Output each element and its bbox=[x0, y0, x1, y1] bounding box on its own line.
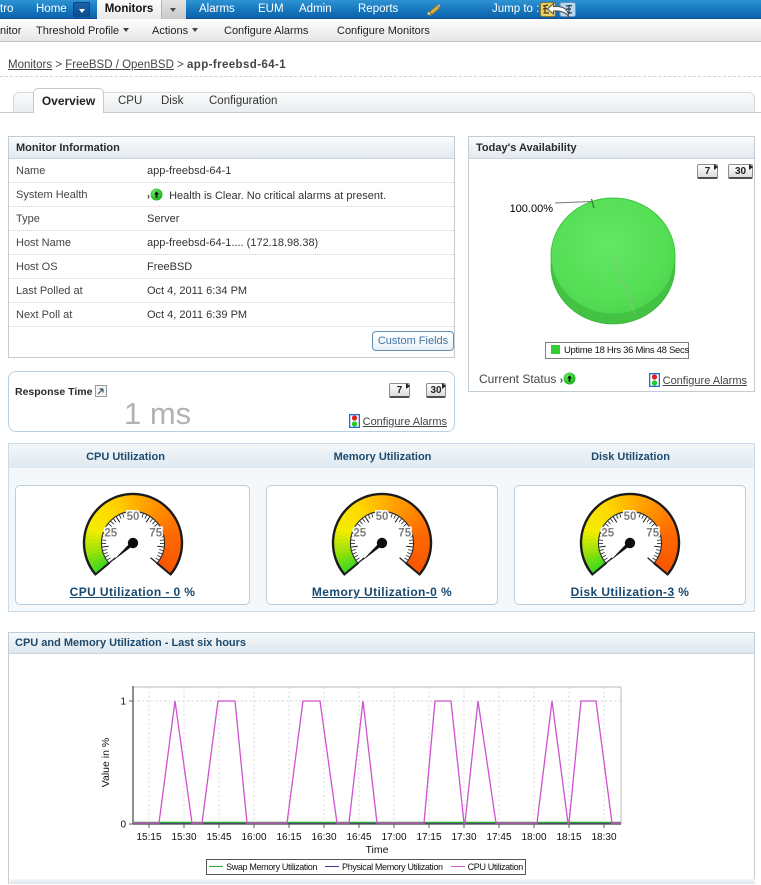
svg-text:17:45: 17:45 bbox=[486, 832, 511, 843]
svg-text:50: 50 bbox=[126, 511, 139, 523]
svg-text:50: 50 bbox=[624, 511, 637, 523]
svg-text:17:00: 17:00 bbox=[381, 832, 406, 843]
svg-text:25: 25 bbox=[353, 528, 366, 540]
svg-text:17:15: 17:15 bbox=[416, 832, 441, 843]
svg-text:25: 25 bbox=[601, 528, 614, 540]
svg-text:15:30: 15:30 bbox=[171, 832, 196, 843]
svg-text:25: 25 bbox=[104, 528, 117, 540]
svg-text:16:15: 16:15 bbox=[276, 832, 301, 843]
svg-text:Value in %: Value in % bbox=[100, 738, 112, 787]
svg-text:18:00: 18:00 bbox=[521, 832, 546, 843]
svg-text:100.00%: 100.00% bbox=[510, 203, 554, 215]
svg-text:15:45: 15:45 bbox=[206, 832, 231, 843]
svg-text:75: 75 bbox=[646, 527, 659, 539]
svg-text:18:30: 18:30 bbox=[591, 832, 616, 843]
svg-text:16:45: 16:45 bbox=[346, 832, 371, 843]
svg-text:18:15: 18:15 bbox=[556, 832, 581, 843]
svg-text:17:30: 17:30 bbox=[451, 832, 476, 843]
svg-text:15:15: 15:15 bbox=[136, 832, 161, 843]
svg-text:16:00: 16:00 bbox=[241, 832, 266, 843]
svg-text:50: 50 bbox=[376, 511, 389, 523]
svg-text:75: 75 bbox=[149, 527, 162, 539]
svg-text:75: 75 bbox=[398, 527, 411, 539]
svg-text:1: 1 bbox=[120, 697, 126, 708]
svg-text:Time: Time bbox=[366, 844, 389, 856]
svg-text:0: 0 bbox=[120, 820, 126, 831]
svg-text:16:30: 16:30 bbox=[311, 832, 336, 843]
